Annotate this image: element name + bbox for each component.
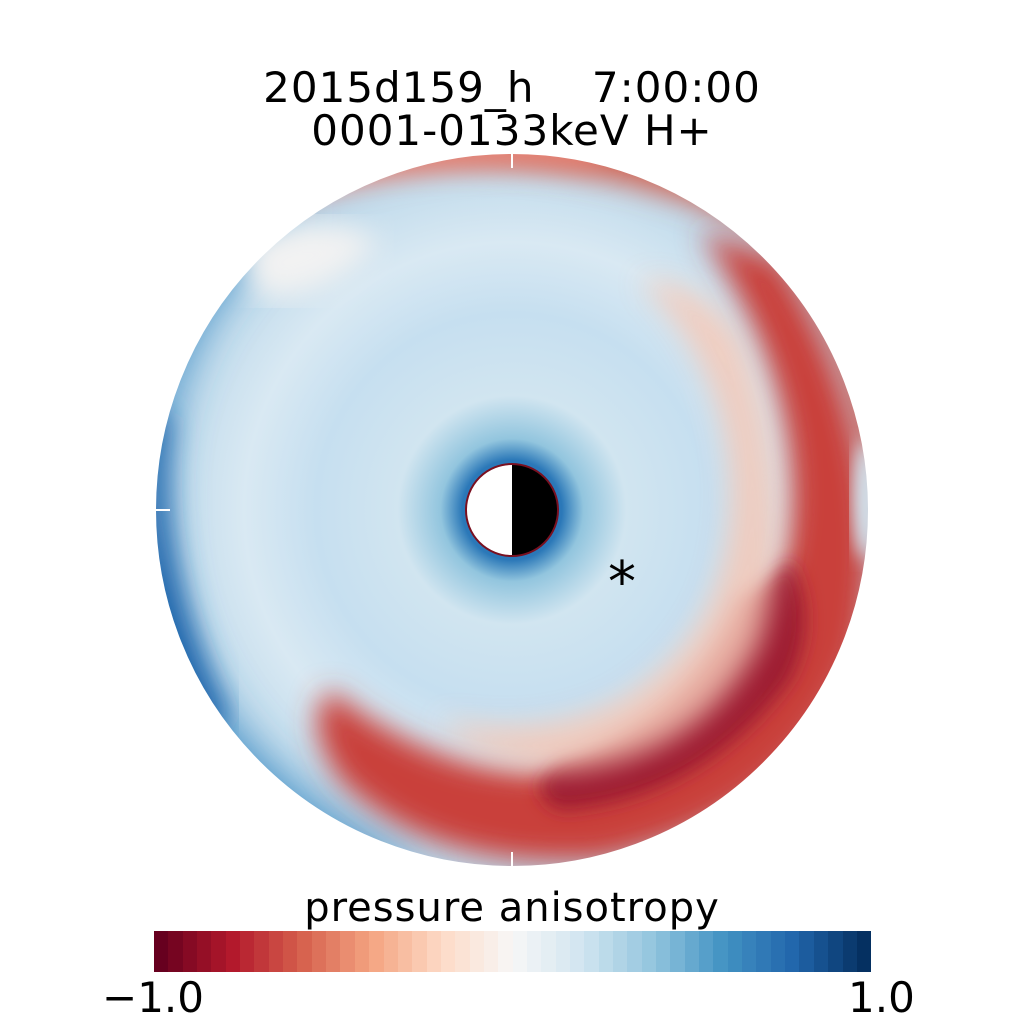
colorbar-segment <box>813 931 829 972</box>
colorbar-segment <box>641 931 657 972</box>
colorbar-segment <box>297 931 312 972</box>
colorbar-segment <box>555 931 570 972</box>
colorbar-segment <box>383 931 398 972</box>
colorbar-segment <box>713 931 728 972</box>
axis-ticks <box>155 153 513 867</box>
colorbar-segment <box>856 931 872 972</box>
colorbar-segment <box>268 931 284 972</box>
colorbar-label: pressure anisotropy <box>304 885 720 931</box>
colorbar-segment <box>225 931 241 972</box>
colorbar-segment <box>182 931 198 972</box>
colorbar-segment <box>340 931 355 972</box>
colorbar-segment <box>455 931 470 972</box>
colorbar-segment <box>684 931 700 972</box>
colorbar-segment <box>211 931 226 972</box>
colorbar-segment <box>326 931 341 972</box>
colorbar-segment <box>397 931 413 972</box>
colorbar-segment <box>526 931 542 972</box>
colorbar-segment <box>756 931 771 972</box>
colorbar-segment <box>842 931 857 972</box>
colorbar-segment <box>354 931 370 972</box>
colorbar-segment <box>699 931 714 972</box>
colorbar-segment <box>670 931 685 972</box>
colorbar-segment <box>541 931 556 972</box>
colorbar-segment <box>311 931 327 972</box>
colorbar-segment <box>727 931 743 972</box>
colorbar <box>154 931 872 972</box>
colorbar-segment <box>197 931 212 972</box>
colorbar-segment <box>828 931 843 972</box>
colorbar-min-label: −1.0 <box>102 973 204 1022</box>
earth-icon <box>465 463 559 557</box>
colorbar-segment <box>168 931 183 972</box>
colorbar-segment <box>799 931 814 972</box>
colorbar-segment <box>627 931 642 972</box>
colorbar-segment <box>412 931 427 972</box>
colorbar-segment <box>584 931 599 972</box>
colorbar-segment <box>426 931 441 972</box>
colorbar-segment <box>469 931 484 972</box>
colorbar-max-label: 1.0 <box>848 973 915 1022</box>
colorbar-segment <box>254 931 269 972</box>
colorbar-segment <box>770 931 786 972</box>
colorbar-segment <box>369 931 384 972</box>
colorbar-segment <box>483 931 499 972</box>
chart-title: 2015d159_h 7:00:00 <box>263 63 761 112</box>
colorbar-segment <box>598 931 613 972</box>
colorbar-segment <box>613 931 628 972</box>
chart-subtitle: 0001-0133keV H+ <box>311 106 713 155</box>
colorbar-segment <box>656 931 671 972</box>
colorbar-segment <box>742 931 757 972</box>
colorbar-segment <box>569 931 585 972</box>
colorbar-segment <box>785 931 800 972</box>
colorbar-segment <box>283 931 298 972</box>
colorbar-segment <box>440 931 456 972</box>
colorbar-segment <box>498 931 513 972</box>
colorbar-segment <box>154 931 169 972</box>
colorbar-segment <box>512 931 527 972</box>
colorbar-segment <box>240 931 255 972</box>
satellite-marker: * <box>608 550 636 615</box>
